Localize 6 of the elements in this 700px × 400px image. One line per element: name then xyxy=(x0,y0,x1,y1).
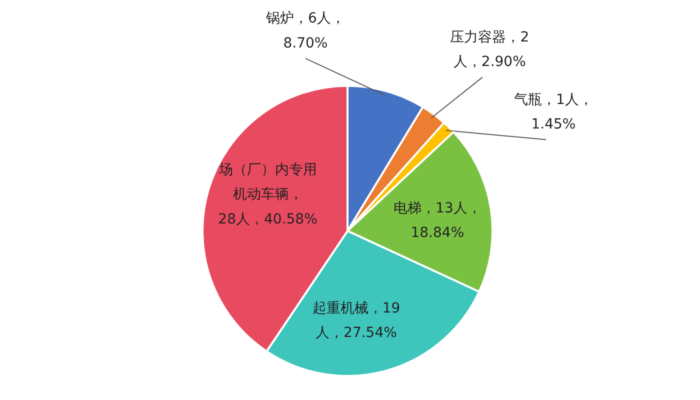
slice-label: 压力容器，2 人，2.90% xyxy=(450,29,530,70)
slice-label: 电梯，13人， 18.84% xyxy=(394,200,482,242)
slice-label: 起重机械，19 人，27.54% xyxy=(312,300,400,342)
slice-label: 气瓶，1人， 1.45% xyxy=(514,92,593,132)
slice-label: 场（厂）内专用机动车辆， 28人，40.58% xyxy=(218,162,318,228)
slice-label: 锅炉，6人， 8.70% xyxy=(265,10,345,52)
